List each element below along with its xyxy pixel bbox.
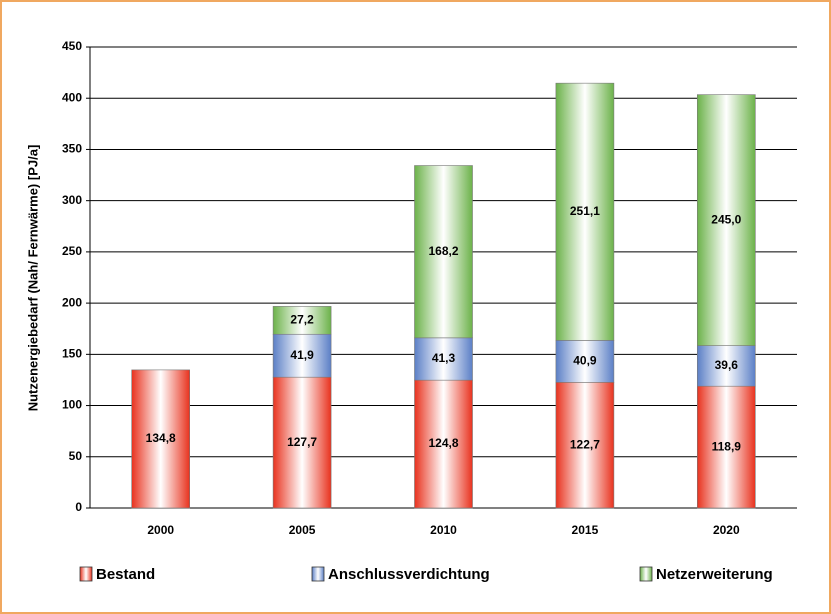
data-label: 245,0: [711, 212, 741, 226]
x-tick-label: 2020: [713, 523, 740, 537]
legend-label: Netzerweiterung: [656, 566, 773, 583]
data-label: 134,8: [146, 431, 176, 445]
data-label: 122,7: [570, 437, 600, 451]
data-label: 118,9: [712, 439, 742, 453]
y-tick-label: 350: [62, 142, 82, 156]
legend-swatch: [639, 566, 653, 582]
data-label: 41,3: [432, 351, 456, 365]
y-tick-label: 250: [62, 244, 82, 258]
x-tick-label: 2010: [430, 523, 457, 537]
bar-segment: [696, 345, 756, 387]
legend-swatch: [311, 566, 325, 582]
bar-segment: [696, 94, 756, 346]
y-tick-label: 100: [62, 398, 82, 412]
legend-label: Anschlussverdichtung: [328, 566, 490, 583]
bar-segment: [272, 306, 332, 335]
data-label: 41,9: [290, 348, 314, 362]
y-tick-label: 50: [69, 449, 83, 463]
x-tick-label: 2000: [147, 523, 174, 537]
x-tick-label: 2005: [289, 523, 316, 537]
bar-segment: [555, 82, 615, 341]
y-tick-label: 150: [62, 347, 82, 361]
legend-label: Bestand: [96, 566, 155, 583]
y-tick-label: 0: [75, 500, 82, 514]
data-label: 124,8: [428, 436, 458, 450]
bar-segment: [555, 340, 615, 383]
y-tick-label: 450: [62, 39, 82, 53]
bar-segment: [696, 385, 756, 509]
legend-swatch: [79, 566, 93, 582]
bar-segment: [414, 337, 473, 381]
data-label: 40,9: [573, 354, 597, 368]
data-label: 168,2: [428, 244, 458, 258]
data-label: 251,1: [570, 204, 600, 218]
y-tick-label: 200: [62, 295, 82, 309]
x-tick-label: 2015: [572, 523, 599, 537]
y-axis-label: Nutzenergiebedarf (Nah/ Fernwärme) [PJ/a…: [25, 145, 40, 412]
bar-segment: [414, 165, 473, 339]
bar-segment: [131, 369, 190, 509]
bar-segment: [555, 382, 615, 509]
data-label: 27,2: [290, 312, 314, 326]
data-label: 39,6: [715, 358, 739, 372]
y-tick-label: 400: [62, 90, 82, 104]
bar-segment: [272, 376, 332, 509]
y-tick-label: 300: [62, 193, 82, 207]
bar-segment: [414, 379, 473, 509]
data-label: 127,7: [287, 435, 317, 449]
